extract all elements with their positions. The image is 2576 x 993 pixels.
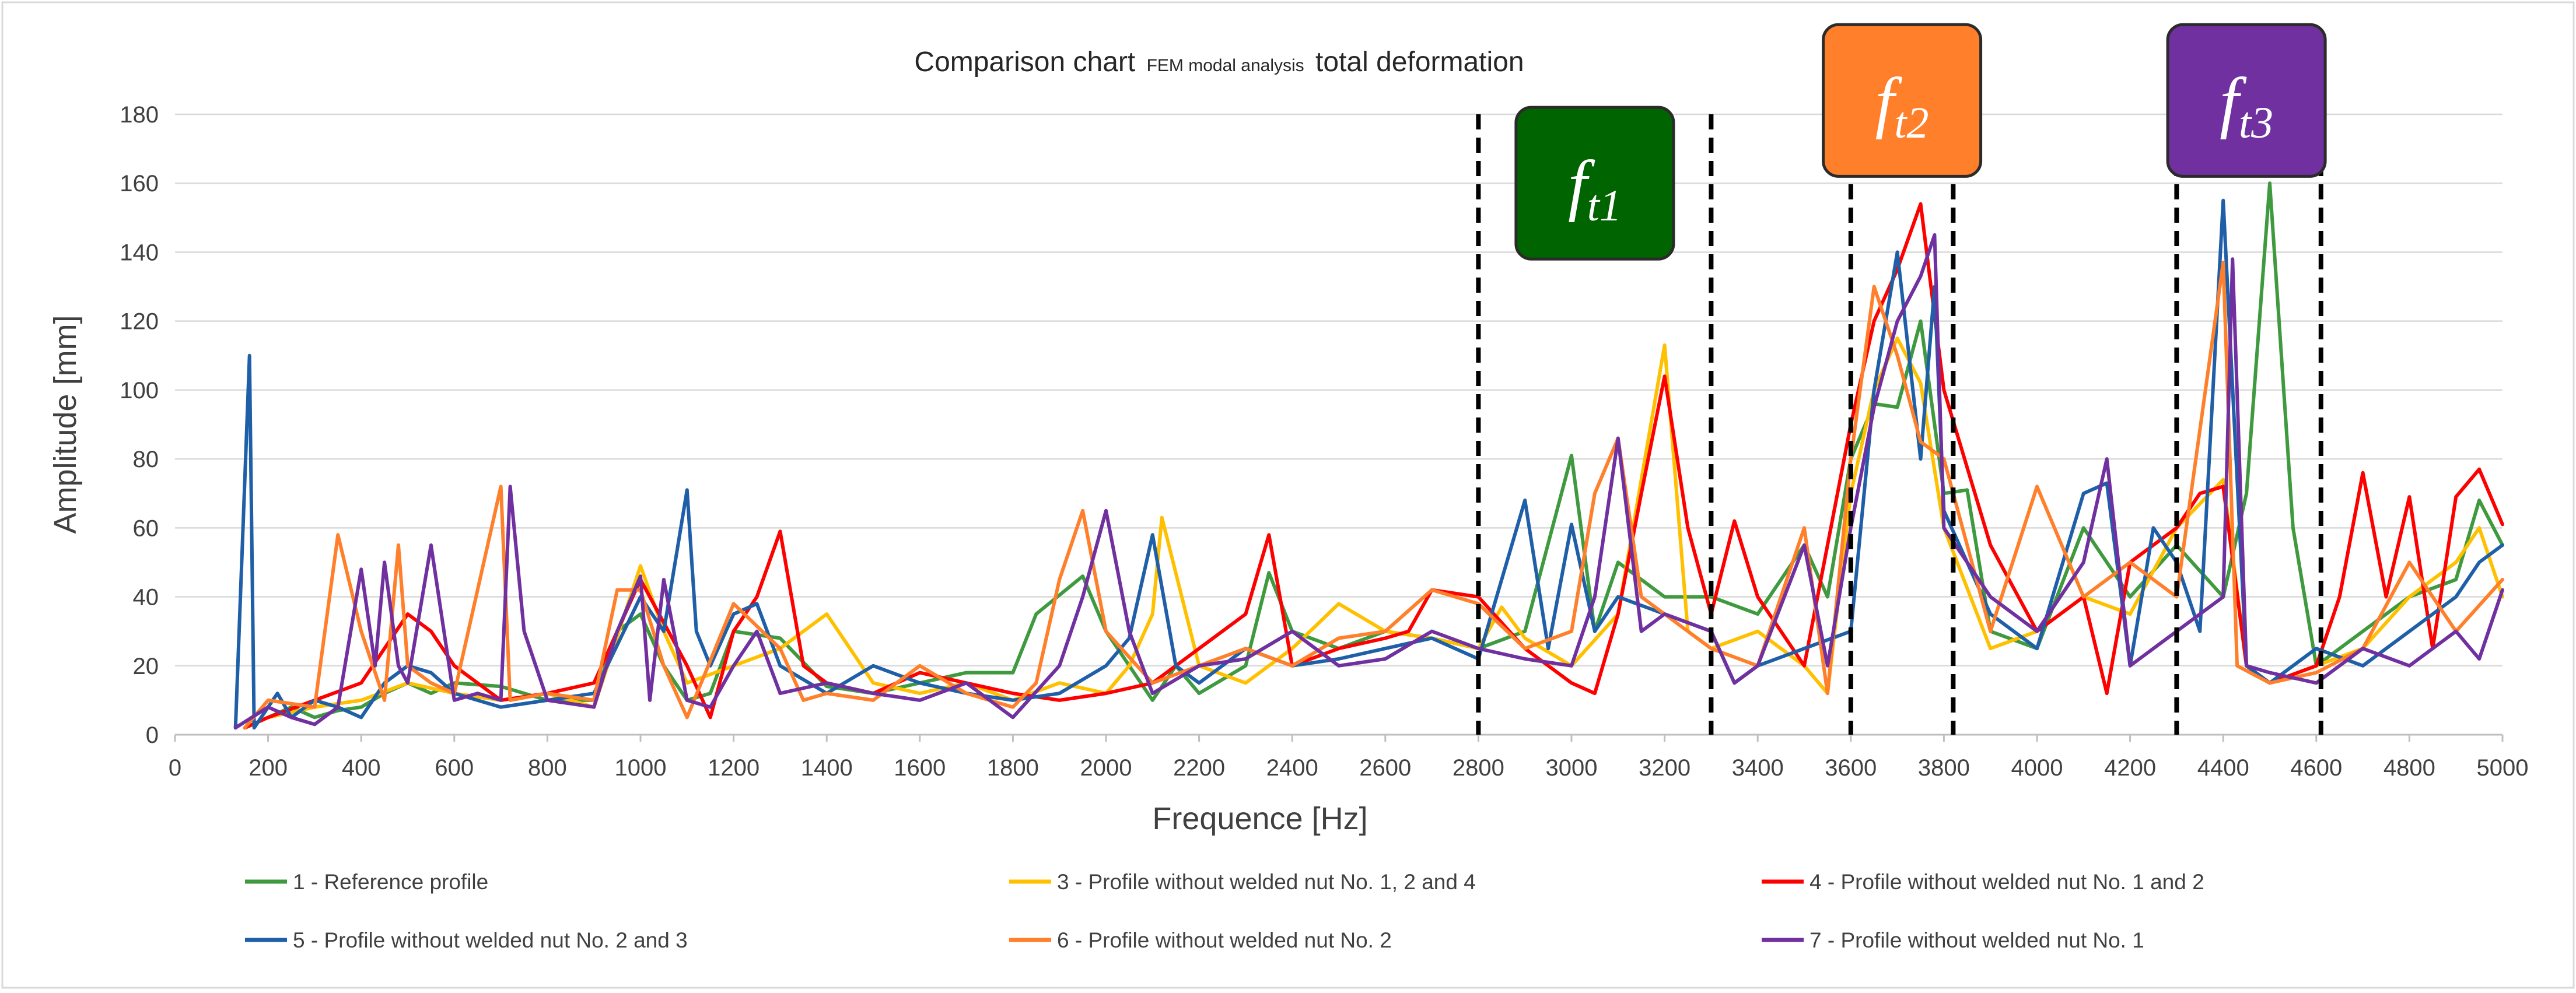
band-label-3: ft3 (2220, 64, 2273, 148)
band-box-3 (2166, 23, 2327, 178)
x-tick-label: 4200 (2104, 755, 2156, 781)
y-tick-label: 160 (120, 171, 159, 197)
band-layer: ft1 ft2 ft3 (1514, 23, 2327, 261)
band-label-sub: t1 (1587, 181, 1622, 230)
series-layer (233, 181, 2504, 730)
legend-label-3: 4 - Profile without welded nut No. 1 and… (1810, 870, 2204, 894)
y-tick-label: 20 (133, 654, 159, 679)
x-tick-label: 4800 (2384, 755, 2435, 781)
band-label-sub: t3 (2239, 99, 2273, 148)
x-tick-label: 3000 (1546, 755, 1598, 781)
y-tick-label: 120 (120, 309, 159, 335)
x-tick-label: 1600 (894, 755, 946, 781)
x-tick-label: 2600 (1359, 755, 1411, 781)
y-tick-label: 80 (133, 447, 159, 472)
band-box-1 (1514, 106, 1675, 261)
y-tick-label: 60 (133, 515, 159, 541)
x-tick-label: 3600 (1825, 755, 1877, 781)
x-tick-label: 400 (342, 755, 381, 781)
x-tick-label: 2400 (1266, 755, 1318, 781)
chart-title-suffix: total deformation (1315, 47, 1524, 78)
x-tick-label: 4600 (2290, 755, 2342, 781)
band-box-2 (1822, 23, 1983, 178)
x-tick-label: 1200 (708, 755, 760, 781)
legend-label-1: 1 - Reference profile (293, 870, 488, 894)
x-tick-label: 2200 (1173, 755, 1225, 781)
series-line-6 (233, 233, 2504, 730)
x-tick-label: 3200 (1639, 755, 1690, 781)
legend: 1 - Reference profile 3 - Profile without… (245, 870, 2204, 952)
y-axis-title: Amplitude [mm] (48, 315, 83, 534)
band-label-sub: t2 (1894, 99, 1929, 148)
legend-label-6: 7 - Profile without welded nut No. 1 (1810, 928, 2144, 952)
series-line-5 (243, 261, 2504, 730)
x-tick-label: 0 (169, 755, 181, 781)
y-tick-label: 100 (120, 378, 159, 403)
x-tick-label: 1400 (801, 755, 853, 781)
x-tick-label: 5000 (2477, 755, 2529, 781)
boundary-layer (1476, 114, 2323, 735)
band-label-2: ft2 (1875, 64, 1929, 148)
legend-label-5: 6 - Profile without welded nut No. 2 (1057, 928, 1392, 952)
chart-title-small: FEM modal analysis (1147, 56, 1304, 75)
x-tick-label: 4000 (2011, 755, 2063, 781)
grid-layer (175, 113, 2502, 667)
y-tick-label: 180 (120, 102, 159, 128)
x-tick-label: 1800 (987, 755, 1039, 781)
x-tick-label: 200 (249, 755, 288, 781)
legend-label-4: 5 - Profile without welded nut No. 2 and… (293, 928, 688, 952)
x-tick-label: 1000 (615, 755, 667, 781)
x-tick-label: 3800 (1918, 755, 1970, 781)
x-tick-label: 2000 (1080, 755, 1132, 781)
y-tick-label: 0 (146, 722, 159, 748)
x-axis-title: Frequence [Hz] (1152, 801, 1367, 836)
x-tick-label: 3400 (1732, 755, 1784, 781)
chart-title-prefix: Comparison chart (914, 47, 1135, 78)
x-tick-label: 4400 (2197, 755, 2249, 781)
x-tick-label: 2800 (1452, 755, 1504, 781)
x-tick-label: 600 (435, 755, 474, 781)
y-tick-label: 40 (133, 585, 159, 610)
y-tick-label: 140 (120, 240, 159, 265)
legend-label-2: 3 - Profile without welded nut No. 1, 2 … (1057, 870, 1476, 894)
band-label-1: ft1 (1568, 146, 1622, 230)
x-tick-label: 800 (528, 755, 567, 781)
chart-title: Comparison chart FEM modal analysis tota… (914, 47, 1524, 78)
